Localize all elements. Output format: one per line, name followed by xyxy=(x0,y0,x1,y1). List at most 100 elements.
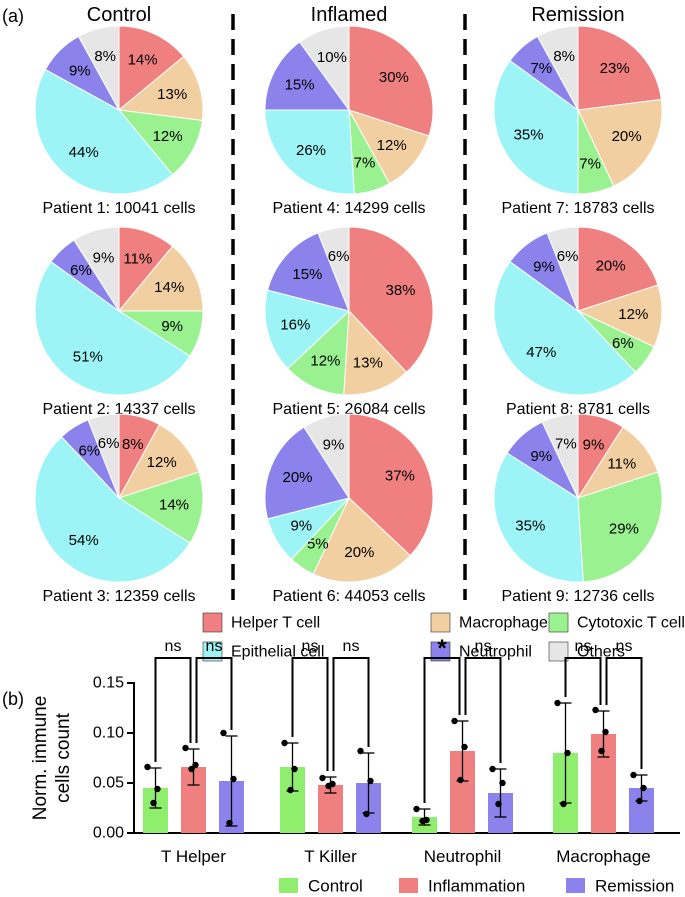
panel-a-label: (a) xyxy=(2,6,24,26)
pie-2: 11%14%9%51%6%9%Patient 2: 14337 cells xyxy=(34,226,204,418)
pie-slice-others xyxy=(77,25,120,111)
pie-slice-label: 9% xyxy=(161,318,183,335)
bar-legend-item-remission: Remission xyxy=(566,877,674,896)
pie-slice-label: 9% xyxy=(69,62,91,79)
legend-swatch xyxy=(202,641,223,662)
pie-charts: 14%13%12%44%9%8%Patient 1: 10041 cells11… xyxy=(34,25,663,605)
pie-slice-label: 30% xyxy=(379,69,409,86)
pie-slice-helper-t-cell xyxy=(577,25,662,111)
y-tick-label: 0.15 xyxy=(93,675,124,692)
significance-bracket xyxy=(332,657,370,771)
data-point xyxy=(182,744,189,752)
pie-slice-label: 10% xyxy=(317,49,347,66)
pie-slice-label: 6% xyxy=(328,248,350,265)
pie-slice-label: 6% xyxy=(78,443,100,460)
legend-swatch xyxy=(548,612,569,633)
legend-item-epithelial-cell: Epithelial cell xyxy=(202,641,324,662)
pie-slice-label: 7% xyxy=(555,435,577,452)
pie-slice-cytotoxic-t-cell xyxy=(577,471,663,583)
data-point xyxy=(281,739,288,747)
pie-caption: Patient 8: 8781 cells xyxy=(506,401,650,418)
x-category-label: Macrophage xyxy=(556,847,651,866)
pie-slice-others xyxy=(317,226,350,312)
x-category-label: T Helper xyxy=(161,847,226,866)
pie-slice-cytotoxic-t-cell xyxy=(117,471,204,544)
pie-slice-label: 20% xyxy=(282,469,312,486)
data-point xyxy=(188,765,195,773)
significance-label: ns xyxy=(575,638,592,655)
pie-6: 37%20%5%9%20%9%Patient 6: 44053 cells xyxy=(264,413,434,605)
data-point xyxy=(640,784,647,792)
pie-slice-epithelial-cell xyxy=(34,260,191,396)
x-category-label: Neutrophil xyxy=(424,847,502,866)
pie-slice-helper-t-cell xyxy=(348,226,434,373)
data-point xyxy=(150,799,157,807)
pie-slice-label: 11% xyxy=(123,250,152,267)
pie-slice-others xyxy=(298,25,350,112)
significance-bracket xyxy=(464,657,502,763)
panel-b-label: (b) xyxy=(2,689,24,709)
pie-slice-label: 11% xyxy=(607,456,636,473)
pie-slice-others xyxy=(73,226,120,313)
data-point xyxy=(363,810,370,818)
bar-legend-label: Remission xyxy=(595,877,674,896)
pie-slice-label: 23% xyxy=(600,60,630,77)
pie-slice-helper-t-cell xyxy=(577,226,659,312)
pie-slice-label: 12% xyxy=(153,128,183,145)
bar-legend-item-control: Control xyxy=(279,877,363,896)
pie-caption: Patient 2: 14337 cells xyxy=(43,401,196,418)
pie-slice-helper-t-cell xyxy=(118,25,185,112)
data-point xyxy=(287,786,294,794)
legend-label: Others xyxy=(577,644,625,661)
significance-bracket xyxy=(605,657,643,769)
data-point xyxy=(154,785,161,793)
pie-1: 14% 13% 12% 44% 9%8% Patient 1: 10041 cells xyxy=(34,25,204,217)
bar-legend-swatch xyxy=(279,878,298,893)
y-tick-label: 0.05 xyxy=(93,775,124,792)
data-point xyxy=(144,763,151,771)
significance-label: ns xyxy=(343,638,360,655)
y-axis-label-line: Norm. immune xyxy=(30,696,51,821)
pie-slice-label: 47% xyxy=(526,344,556,361)
x-category-label: T Killer xyxy=(304,847,357,866)
pie-legend: Helper T cell Macrophage Cytotoxic T cell E… xyxy=(202,612,685,662)
pie-slice-label: 8% xyxy=(122,436,144,453)
pie-slice-neutrophil xyxy=(264,426,350,520)
pie-slice-label: 44% xyxy=(69,144,99,161)
pie-slice-label: 26% xyxy=(296,142,326,159)
pie-caption: Patient 5: 26084 cells xyxy=(273,401,426,418)
pie-slice-label: 6% xyxy=(70,262,92,279)
data-point xyxy=(636,797,643,805)
significance-label: ns xyxy=(206,638,223,655)
legend-label: Macrophage xyxy=(459,615,548,632)
bar-legend-label: Inflammation xyxy=(428,877,525,896)
pie-slice-label: 38% xyxy=(385,282,415,299)
pie-slice-label: 16% xyxy=(280,316,310,333)
data-point xyxy=(564,749,571,757)
bar-chart: 0.00 0.05 0.10 0.15 Norm. immune cells count n… xyxy=(30,635,680,896)
pie-slice-label: 9% xyxy=(93,249,115,266)
pie-slice-macrophage xyxy=(312,497,411,583)
pie-slice-label: 15% xyxy=(292,266,322,283)
pie-slice-epithelial-cell xyxy=(34,68,174,195)
bar-legend-label: Control xyxy=(308,877,363,896)
pie-slice-epithelial-cell xyxy=(493,59,579,195)
pie-slice-label: 13% xyxy=(353,355,383,372)
legend-label: Epithelial cell xyxy=(231,644,324,661)
legend-swatch xyxy=(430,641,451,662)
legend-label: Helper T cell xyxy=(231,615,320,632)
pie-slice-label: 9% xyxy=(583,436,605,453)
pie-slice-label: 15% xyxy=(285,76,315,93)
bar-legend-swatch xyxy=(566,878,585,893)
pie-slice-label: 12% xyxy=(377,137,407,154)
pie-slice-cytotoxic-t-cell xyxy=(117,109,203,176)
pie-slice-label: 9% xyxy=(533,259,555,276)
data-point xyxy=(220,729,227,737)
legend-swatch xyxy=(548,641,569,662)
pie-5: 38% 13% 12% 16% 15% 6% Patient 5: 26084 cells xyxy=(264,226,434,418)
pie-slice-label: 13% xyxy=(157,86,187,103)
pie-slice-others xyxy=(541,413,579,499)
pie-slice-helper-t-cell xyxy=(348,413,434,557)
y-tick-label: 0.00 xyxy=(93,825,124,842)
